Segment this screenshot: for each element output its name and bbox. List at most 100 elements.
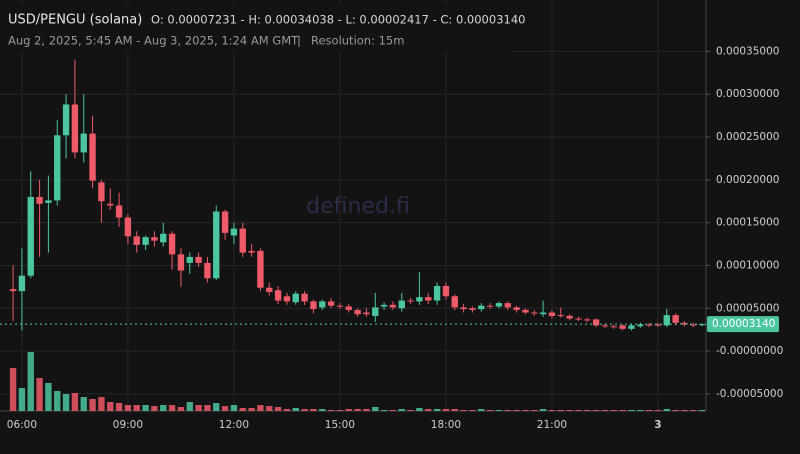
volume-bar: [292, 408, 299, 411]
candle-body: [18, 275, 26, 292]
candle-body: [566, 315, 573, 319]
candle-body: [398, 300, 405, 309]
candle-body: [336, 305, 344, 307]
volume-bar: [310, 409, 317, 411]
y-tick-label: -0.00005000: [716, 388, 783, 400]
candle-body: [522, 309, 529, 313]
volume-bar: [257, 405, 264, 411]
volume-bar: [460, 410, 467, 411]
volume-bar: [433, 409, 441, 411]
candle-body: [584, 319, 591, 321]
volume-bar: [354, 409, 361, 411]
volume-bar: [416, 408, 423, 411]
volume-bar: [27, 352, 34, 411]
candle-body: [36, 196, 43, 204]
candle-body: [54, 135, 61, 201]
volume-bar: [513, 410, 520, 411]
candle-body: [239, 228, 246, 253]
volume-bar: [115, 403, 123, 411]
volume-bar: [80, 397, 87, 411]
volume-bar: [698, 410, 706, 411]
candle-body: [531, 312, 538, 314]
candle-body: [9, 289, 17, 292]
x-tick-label: 12:00: [219, 419, 249, 431]
candle-body: [71, 104, 79, 153]
candle-body: [698, 324, 706, 326]
candle-body: [451, 296, 458, 308]
volume-bar: [151, 406, 158, 411]
y-tick-label: 0.00015000: [716, 217, 779, 229]
candle-body: [133, 236, 140, 245]
separator: |: [297, 34, 301, 48]
volume-bar: [372, 407, 379, 411]
y-tick-label: 0.00035000: [716, 45, 779, 57]
volume-bar: [230, 405, 238, 411]
volume-bar: [363, 409, 370, 411]
volume-bar: [213, 403, 220, 411]
candle-body: [89, 133, 96, 181]
candle-body: [230, 228, 238, 236]
volume-bar: [637, 410, 644, 411]
y-tick-label: 0.00030000: [716, 88, 779, 100]
last-price-badge: [707, 316, 779, 333]
candle-body: [504, 303, 511, 308]
candle-body: [274, 290, 282, 301]
volume-bar: [380, 410, 388, 411]
candle-body: [645, 324, 653, 326]
volume-bar: [177, 407, 185, 411]
volume-bar: [690, 410, 697, 411]
candle-body: [248, 250, 255, 253]
volume-bar: [319, 409, 326, 411]
volume-bar: [221, 406, 229, 411]
candle-body: [266, 287, 273, 292]
volume-bar: [539, 409, 547, 411]
volume-bar: [283, 409, 291, 411]
volume-bar: [407, 410, 414, 411]
candle-body: [354, 309, 361, 315]
candle-body: [637, 324, 644, 327]
volume-bar: [98, 397, 105, 411]
plot: 0.00035000 0.00030000 0.00025000 0.00020000…: [0, 0, 783, 431]
volume-bar: [486, 410, 494, 411]
volume-bar: [71, 393, 79, 411]
candle-body: [407, 300, 414, 302]
volume-bar: [45, 383, 52, 411]
candle-body: [681, 322, 688, 325]
volume-bar: [654, 410, 662, 411]
candle-body: [363, 312, 370, 315]
y-tick-label: 0.00025000: [716, 131, 779, 143]
volume-bar: [522, 410, 529, 411]
candle-body: [539, 312, 547, 315]
candle-body: [62, 104, 70, 136]
candle-body: [151, 237, 158, 241]
candle-body: [142, 237, 149, 245]
volume-bar: [619, 410, 626, 411]
candle-body: [469, 308, 476, 310]
candle-body: [195, 256, 202, 263]
volume-bar: [469, 410, 476, 411]
volume-bar: [548, 410, 556, 411]
candle-body: [548, 312, 556, 316]
volume-bar: [168, 405, 176, 411]
candle-body: [433, 285, 441, 301]
candle-body: [292, 293, 299, 303]
volume-bar: [160, 405, 167, 411]
candle-body: [416, 297, 423, 302]
candle-body: [257, 250, 264, 288]
volume-bar: [389, 410, 397, 411]
candle-body: [592, 319, 600, 326]
volume-bar: [663, 409, 670, 411]
volume-bar: [610, 410, 617, 411]
volume-bar: [672, 410, 679, 411]
candle-body: [628, 325, 635, 329]
volume-bar: [442, 409, 450, 411]
last-price-label: 0.00003140: [712, 318, 775, 330]
candle-body: [124, 217, 132, 237]
volume-bar: [62, 394, 70, 411]
candle-body: [213, 211, 220, 279]
candle-body: [672, 315, 679, 323]
volume-bar: [89, 399, 96, 411]
volume-bar: [336, 410, 344, 411]
